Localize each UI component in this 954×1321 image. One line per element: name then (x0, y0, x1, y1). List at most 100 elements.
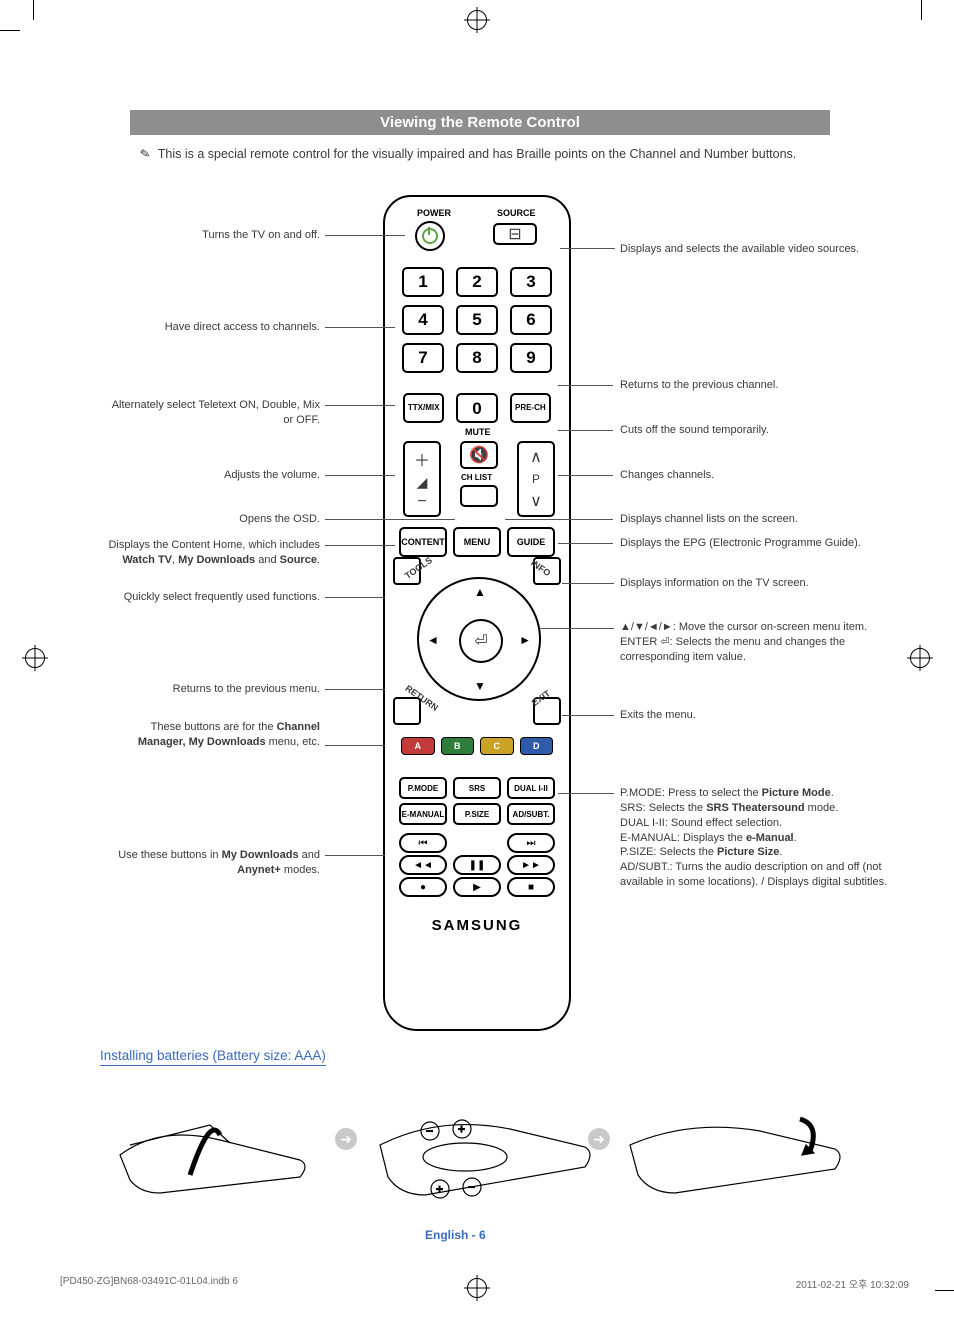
chlist-button (460, 485, 498, 507)
callout-cursor: ▲/▼/◄/►: Move the cursor on-screen menu … (620, 620, 890, 665)
rewind-icon: ◄◄ (399, 855, 447, 875)
adsubt-button: AD/SUBT. (507, 803, 555, 825)
registration-mark-icon (467, 1278, 487, 1298)
callout-prech: Returns to the previous channel. (620, 378, 880, 393)
arrow-up-icon: ▲ (474, 585, 486, 599)
volume-rocker: ＋◢− (403, 441, 441, 517)
dpad: ▲ ▼ ◄ ► ⏎ (417, 577, 541, 701)
callout-mute: Cuts off the sound temporarily. (620, 423, 880, 438)
num-0: 0 (456, 393, 497, 423)
ttx-row: TTX/MIX 0 PRE-CH (403, 393, 551, 423)
svg-text:−: − (426, 1124, 433, 1138)
install-batteries-title: Installing batteries (Battery size: AAA) (100, 1048, 326, 1066)
footer-left: [PD450-ZG]BN68-03491C-01L04.indb 6 (60, 1276, 238, 1287)
number-pad: 1 2 3 4 5 6 7 8 9 (399, 267, 555, 373)
chlist-label: CH LIST (461, 473, 492, 482)
menu-button: MENU (453, 527, 501, 557)
num-6: 6 (510, 305, 552, 335)
registration-mark-icon (467, 10, 487, 30)
srs-button: SRS (453, 777, 501, 799)
power-button (415, 221, 445, 251)
callout-return: Returns to the previous menu. (100, 682, 320, 697)
registration-mark-icon (910, 648, 930, 668)
prech-button: PRE-CH (510, 393, 551, 423)
battery-step-2: − + + − (370, 1085, 600, 1205)
num-3: 3 (510, 267, 552, 297)
note-icon: ✎ (138, 144, 152, 164)
callout-power: Turns the TV on and off. (100, 228, 320, 243)
content-button: CONTENT (399, 527, 447, 557)
feature-row-2: E-MANUAL P.SIZE AD/SUBT. (399, 803, 555, 825)
num-4: 4 (402, 305, 444, 335)
play-icon: ▶ (453, 877, 501, 897)
arrow-down-icon: ▼ (474, 679, 486, 693)
callout-exit: Exits the menu. (620, 708, 880, 723)
callout-chlist: Displays channel lists on the screen. (620, 512, 880, 527)
power-icon (422, 228, 438, 244)
callout-colors: These buttons are for the Channel Manage… (100, 720, 320, 750)
callout-channel: Changes channels. (620, 468, 880, 483)
skip-fwd-icon: ⏭ (507, 833, 555, 853)
source-label: SOURCE (497, 208, 536, 218)
arrow-left-icon: ◄ (427, 633, 439, 647)
num-9: 9 (510, 343, 552, 373)
num-1: 1 (402, 267, 444, 297)
callout-tools: Quickly select frequently used functions… (100, 590, 320, 605)
mute-label: MUTE (465, 427, 491, 437)
channel-rocker: ∧P∨ (517, 441, 555, 517)
callout-content: Displays the Content Home, which include… (100, 538, 320, 568)
power-label: POWER (417, 208, 451, 218)
num-7: 7 (402, 343, 444, 373)
menu-row: CONTENT MENU GUIDE (399, 527, 555, 557)
mute-button: 🔇 (460, 441, 498, 469)
callout-guide: Displays the EPG (Electronic Programme G… (620, 536, 880, 551)
svg-text:+: + (436, 1182, 443, 1196)
callout-numbers: Have direct access to channels. (100, 320, 320, 335)
record-icon: ● (399, 877, 447, 897)
page-number: English - 6 (425, 1228, 486, 1242)
svg-text:+: + (458, 1122, 465, 1136)
num-2: 2 (456, 267, 498, 297)
brand-logo: SAMSUNG (385, 917, 569, 934)
battery-step-1 (100, 1085, 330, 1205)
guide-button: GUIDE (507, 527, 555, 557)
transport-row-1: ⏮ ⏭ (399, 833, 555, 853)
footer-right: 2011-02-21 오후 10:32:09 (796, 1276, 909, 1291)
color-button-row: ABCD (401, 737, 553, 755)
registration-mark-icon (25, 648, 45, 668)
ffwd-icon: ►► (507, 855, 555, 875)
callout-info: Displays information on the TV screen. (620, 576, 880, 591)
color-button-a: A (401, 737, 435, 755)
enter-button: ⏎ (459, 619, 503, 663)
remote-illustration: POWER SOURCE ⊟ 1 2 3 4 5 6 7 8 9 TTX/MIX… (383, 195, 571, 1031)
color-button-c: C (480, 737, 514, 755)
psize-button: P.SIZE (453, 803, 501, 825)
num-8: 8 (456, 343, 498, 373)
num-5: 5 (456, 305, 498, 335)
callout-volume: Adjusts the volume. (100, 468, 320, 483)
section-title: Viewing the Remote Control (130, 110, 830, 135)
note-text: ✎ This is a special remote control for t… (140, 145, 920, 164)
ttx-button: TTX/MIX (403, 393, 444, 423)
note-body: This is a special remote control for the… (158, 147, 797, 161)
callout-features: P.MODE: Press to select the Picture Mode… (620, 786, 900, 890)
transport-row-2: ◄◄ ❚❚ ►► (399, 855, 555, 875)
color-button-d: D (520, 737, 554, 755)
pause-icon: ❚❚ (453, 855, 501, 875)
callout-source: Displays and selects the available video… (620, 242, 880, 257)
color-button-b: B (441, 737, 475, 755)
source-button: ⊟ (493, 223, 537, 245)
battery-step-3 (620, 1085, 850, 1205)
skip-back-icon: ⏮ (399, 833, 447, 853)
svg-text:−: − (468, 1180, 475, 1194)
transport-row-3: ● ▶ ■ (399, 877, 555, 897)
pmode-button: P.MODE (399, 777, 447, 799)
feature-row-1: P.MODE SRS DUAL I-II (399, 777, 555, 799)
step-arrow-icon: ➜ (335, 1128, 357, 1150)
step-arrow-icon: ➜ (588, 1128, 610, 1150)
callout-ttx: Alternately select Teletext ON, Double, … (100, 398, 320, 428)
callout-osd: Opens the OSD. (100, 512, 320, 527)
emanual-button: E-MANUAL (399, 803, 447, 825)
dual-button: DUAL I-II (507, 777, 555, 799)
arrow-right-icon: ► (519, 633, 531, 647)
